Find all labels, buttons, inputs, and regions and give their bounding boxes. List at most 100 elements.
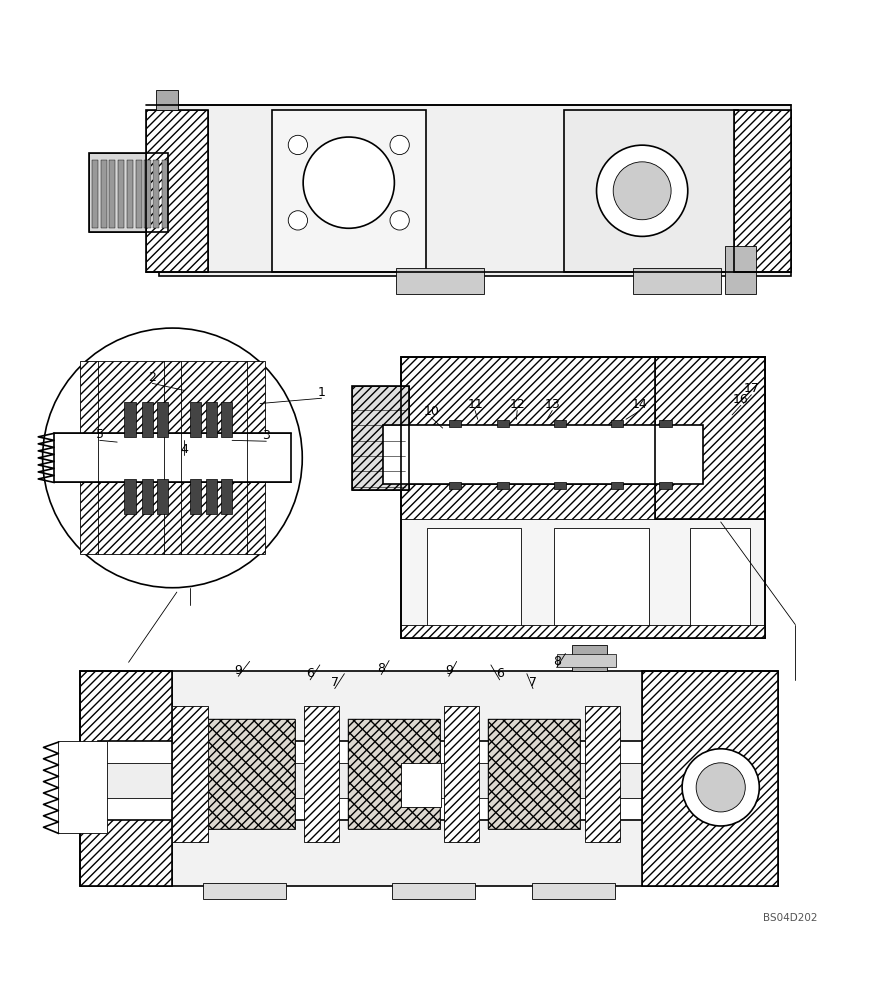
Bar <box>124 402 136 437</box>
Bar <box>396 268 484 294</box>
Circle shape <box>696 763 745 812</box>
Bar <box>557 654 616 667</box>
Circle shape <box>42 328 302 588</box>
Bar <box>444 706 480 842</box>
Bar <box>203 883 287 899</box>
Text: 13: 13 <box>545 398 561 411</box>
Bar <box>304 706 339 842</box>
Bar <box>611 482 623 489</box>
Bar <box>144 160 150 228</box>
Bar <box>642 671 778 886</box>
Bar <box>190 479 202 514</box>
Bar <box>92 160 98 228</box>
Bar <box>488 719 580 829</box>
Circle shape <box>390 135 409 155</box>
Text: 12: 12 <box>510 398 525 411</box>
Bar <box>142 402 153 437</box>
Bar <box>127 160 133 228</box>
Text: 17: 17 <box>744 382 759 395</box>
Bar <box>153 160 159 228</box>
Bar <box>400 625 765 638</box>
Bar <box>497 482 510 489</box>
Bar <box>146 110 208 272</box>
Bar <box>157 402 168 437</box>
Bar <box>488 719 580 829</box>
Text: 6: 6 <box>306 667 314 680</box>
Bar <box>124 479 136 514</box>
Bar <box>58 741 106 833</box>
Bar <box>554 420 567 427</box>
Bar <box>80 671 778 886</box>
Text: 6: 6 <box>495 667 503 680</box>
Bar <box>584 706 620 842</box>
Bar <box>157 479 168 514</box>
Bar <box>400 357 765 638</box>
Text: 11: 11 <box>467 398 483 411</box>
Bar <box>427 528 522 629</box>
Bar <box>611 420 623 427</box>
Bar <box>348 719 440 829</box>
Bar <box>203 719 296 829</box>
Bar <box>563 110 738 272</box>
Text: 9: 9 <box>444 664 452 677</box>
Bar <box>659 482 671 489</box>
Bar <box>532 883 615 899</box>
Text: 14: 14 <box>632 398 648 411</box>
Bar <box>554 482 567 489</box>
Bar <box>572 645 606 671</box>
Bar <box>401 763 441 807</box>
Text: 4: 4 <box>180 443 187 456</box>
Bar <box>383 425 703 484</box>
Bar <box>80 671 172 886</box>
Bar <box>109 160 115 228</box>
Bar <box>80 482 265 554</box>
Text: 5: 5 <box>96 428 104 441</box>
Bar <box>206 479 217 514</box>
Bar <box>656 357 765 519</box>
Bar <box>348 719 440 829</box>
Bar <box>146 110 208 272</box>
Bar <box>203 719 296 829</box>
Text: 10: 10 <box>423 405 439 418</box>
Text: 7: 7 <box>529 676 537 689</box>
Circle shape <box>289 211 307 230</box>
Bar <box>554 528 649 629</box>
Bar <box>89 153 168 232</box>
Bar <box>659 420 671 427</box>
Text: BS04D202: BS04D202 <box>763 913 818 923</box>
Bar <box>136 160 142 228</box>
Circle shape <box>303 137 394 228</box>
Bar <box>221 479 232 514</box>
Circle shape <box>390 211 409 230</box>
Bar <box>190 402 202 437</box>
Bar <box>392 883 475 899</box>
Bar <box>206 402 217 437</box>
Bar <box>162 160 168 228</box>
Text: 16: 16 <box>733 393 749 406</box>
Text: 1: 1 <box>318 386 326 399</box>
Text: 2: 2 <box>149 371 157 384</box>
Bar <box>400 484 765 519</box>
Bar <box>352 386 409 490</box>
Bar <box>80 671 172 886</box>
Bar <box>725 246 756 294</box>
Bar <box>656 357 765 519</box>
Bar <box>272 110 426 272</box>
Bar <box>734 110 791 272</box>
Bar <box>497 420 510 427</box>
Bar <box>449 482 461 489</box>
Text: 3: 3 <box>262 429 270 442</box>
Bar <box>400 357 765 638</box>
Text: 9: 9 <box>234 664 242 677</box>
Bar <box>142 479 153 514</box>
Bar <box>159 105 791 276</box>
Text: 7: 7 <box>331 676 339 689</box>
Text: 8: 8 <box>378 662 385 675</box>
Bar <box>633 268 721 294</box>
Bar <box>734 110 791 272</box>
Bar <box>156 90 178 110</box>
Bar <box>400 357 765 425</box>
Bar <box>352 386 409 490</box>
Bar <box>221 402 232 437</box>
Bar <box>118 160 124 228</box>
